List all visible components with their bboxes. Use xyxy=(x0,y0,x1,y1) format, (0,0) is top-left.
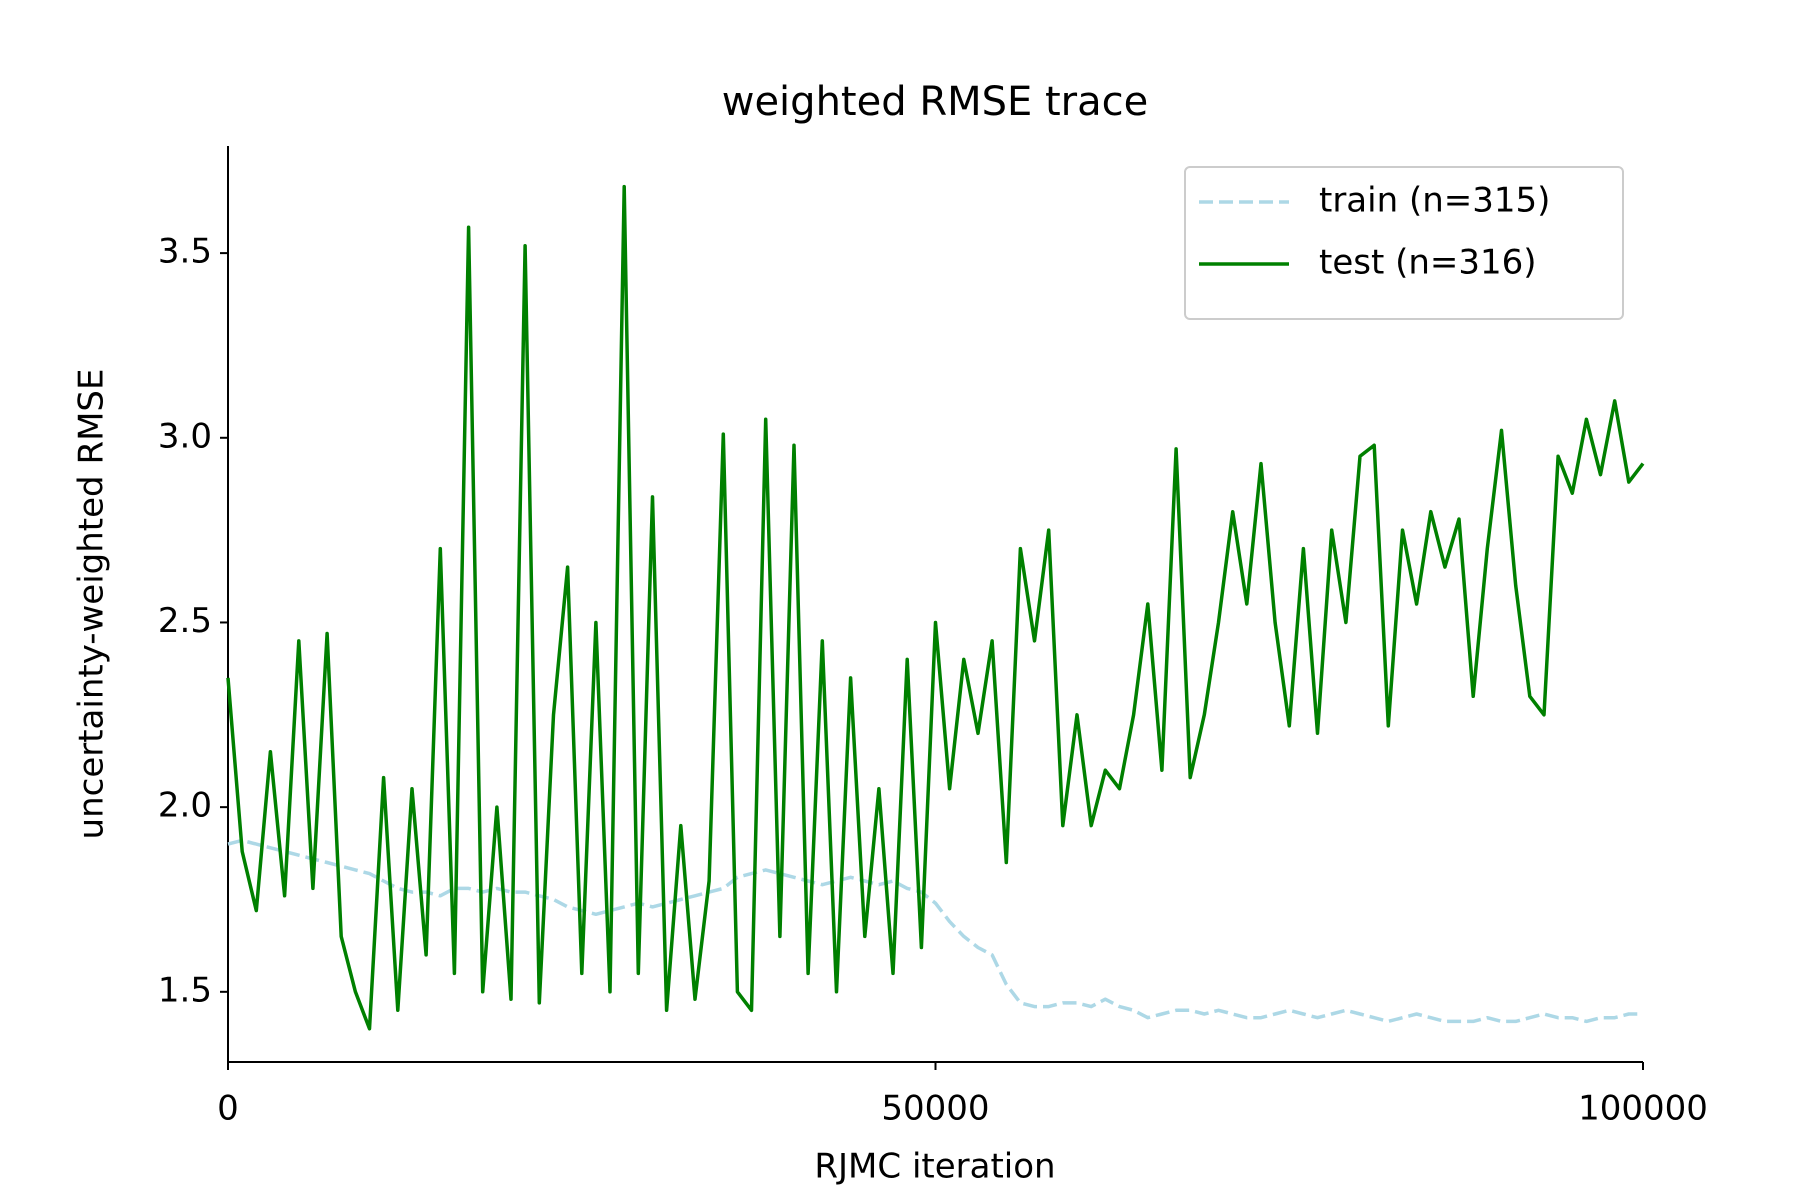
x-tick-label: 100000 xyxy=(1578,1089,1708,1129)
series-line xyxy=(227,838,1643,1024)
x-tick-label: 0 xyxy=(217,1089,239,1129)
chart-title: weighted RMSE trace xyxy=(722,79,1149,125)
y-tick-label: 3.0 xyxy=(158,416,212,456)
legend-label: test (n=316) xyxy=(1319,243,1537,283)
legend-frame xyxy=(1184,166,1624,320)
x-axis-label: RJMC iteration xyxy=(814,1147,1055,1187)
y-tick-label: 1.5 xyxy=(158,970,212,1010)
y-tick-label: 2.5 xyxy=(158,601,212,641)
series-line xyxy=(226,184,1645,1031)
legend-label: train (n=315) xyxy=(1319,181,1550,221)
legend: train (n=315) test (n=316) xyxy=(1184,166,1624,320)
y-tick-label: 3.5 xyxy=(158,232,212,272)
y-axis-label: uncertainty-weighted RMSE xyxy=(72,369,112,840)
x-tick-label: 50000 xyxy=(881,1089,989,1129)
y-tick-label: 2.0 xyxy=(158,786,212,826)
